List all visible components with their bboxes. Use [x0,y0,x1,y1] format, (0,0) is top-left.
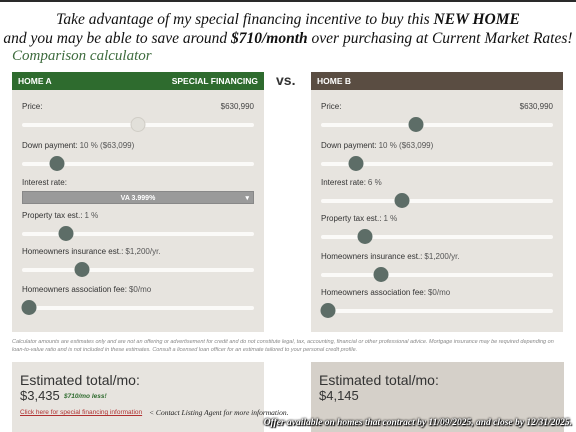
home-b-panel: HOME B Price: $630,990 Down payment: 10 % … [311,72,563,332]
down-payment-slider[interactable] [22,156,254,171]
slider-handle[interactable] [58,226,74,241]
home-b-hoa-field: Homeowners association fee: $0/mo [320,288,553,318]
interest-rate-slider[interactable] [321,193,553,208]
savings-emphasis: $710/month [231,30,308,47]
down-payment-value: 10 % ($63,099) [79,141,135,150]
special-financing-link[interactable]: Click here for special financing informa… [20,409,143,416]
property-tax-label: Property tax est.: [22,211,83,220]
home-a-tax-field: Property tax est.: 1 % [22,211,254,241]
slider-handle[interactable] [408,117,424,132]
home-a-panel: HOME A SPECIAL FINANCING Price: $630,990 … [12,72,264,332]
chevron-down-icon: ▾ [245,195,249,202]
interest-rate-label: Interest rate: [22,178,67,187]
hoa-value: $0/mo [427,288,451,297]
hoa-slider[interactable] [320,303,553,318]
down-payment-value: 10 % ($63,099) [378,141,434,150]
hoa-slider[interactable] [21,300,254,315]
estimated-total-amount: $4,145 [319,388,359,403]
property-tax-slider[interactable] [22,226,254,241]
price-label: Price: [22,102,43,111]
insurance-slider[interactable] [22,262,254,277]
slider-handle[interactable] [394,193,410,208]
interest-rate-selected: VA 3.999% [120,195,156,202]
offer-banner: Offer available on homes that contract b… [263,418,572,428]
insurance-label: Homeowners insurance est.: [321,252,423,261]
home-b-insurance-field: Homeowners insurance est.: $1,200/yr. [321,252,553,282]
slider-handle[interactable] [320,303,336,318]
home-a-result: Estimated total/mo: $3,435 $710/mo less!… [12,362,288,432]
headline-line-2: and you may be able to save around $710/… [0,29,576,48]
slider-handle[interactable] [21,300,37,315]
down-payment-label: Down payment: [321,141,377,150]
savings-badge: $710/mo less! [64,393,107,400]
headline-text: Take advantage of my special financing i… [56,11,434,28]
home-b-interest-field: Interest rate: 6 % [321,178,553,208]
hoa-value: $0/mo [128,285,152,294]
disclaimer: Calculator amounts are estimates only an… [12,339,554,353]
down-payment-label: Down payment: [22,141,78,150]
slider-handle[interactable] [348,156,364,171]
home-b-price-field: Price: $630,990 [321,102,553,132]
property-tax-value: 1 % [383,214,398,223]
down-payment-slider[interactable] [321,156,553,171]
slider-handle[interactable] [373,267,389,282]
home-b-down-payment-field: Down payment: 10 % ($63,099) [321,141,553,171]
headline-emphasis: NEW HOME [433,11,520,28]
property-tax-slider[interactable] [321,229,553,244]
property-tax-label: Property tax est.: [321,214,382,223]
slider-handle[interactable] [49,156,65,171]
slider-handle[interactable] [74,262,90,277]
home-a-interest-field: Interest rate: VA 3.999% ▾ [22,178,254,204]
home-b-result: Estimated total/mo: $4,145 [311,362,564,432]
home-a-header: HOME A SPECIAL FINANCING [12,72,264,90]
headline-line-1: Take advantage of my special financing i… [0,10,576,29]
slider-handle[interactable] [130,117,146,132]
hoa-label: Homeowners association fee: [321,288,426,297]
home-a-hoa-field: Homeowners association fee: $0/mo [21,285,254,315]
slider-handle[interactable] [357,229,373,244]
headline: Take advantage of my special financing i… [0,10,576,48]
home-a-insurance-field: Homeowners insurance est.: $1,200/yr. [22,247,254,277]
vs-label: vs. [276,72,296,88]
insurance-slider[interactable] [321,267,553,282]
interest-rate-value: 6 % [367,178,382,187]
home-a-title: HOME A [18,76,52,86]
property-tax-value: 1 % [84,211,99,220]
home-a-down-payment-field: Down payment: 10 % ($63,099) [22,141,254,171]
estimated-total-label: Estimated total/mo: [20,372,140,388]
estimated-total-amount: $3,435 [20,388,60,403]
price-slider[interactable] [321,117,553,132]
price-value: $630,990 [220,102,254,111]
headline-text: and you may be able to save around [3,30,231,47]
insurance-value: $1,200/yr. [125,247,161,256]
special-financing-badge: SPECIAL FINANCING [171,76,258,86]
estimated-total-label: Estimated total/mo: [319,372,439,388]
insurance-label: Homeowners insurance est.: [22,247,124,256]
contact-agent-note: < Contact Listing Agent for more informa… [149,408,289,417]
interest-rate-label: Interest rate: [321,178,366,187]
home-a-price-field: Price: $630,990 [22,102,254,132]
interest-rate-select[interactable]: VA 3.999% ▾ [22,191,254,204]
price-value: $630,990 [519,102,553,111]
calculator-title: Comparison calculator [12,48,152,64]
price-slider[interactable] [22,117,254,132]
home-b-title: HOME B [317,76,351,86]
top-border [0,0,576,2]
home-b-tax-field: Property tax est.: 1 % [321,214,553,244]
price-label: Price: [321,102,342,111]
hoa-label: Homeowners association fee: [22,285,127,294]
home-b-header: HOME B [311,72,563,90]
headline-text: over purchasing at Current Market Rates! [307,30,573,47]
insurance-value: $1,200/yr. [424,252,460,261]
